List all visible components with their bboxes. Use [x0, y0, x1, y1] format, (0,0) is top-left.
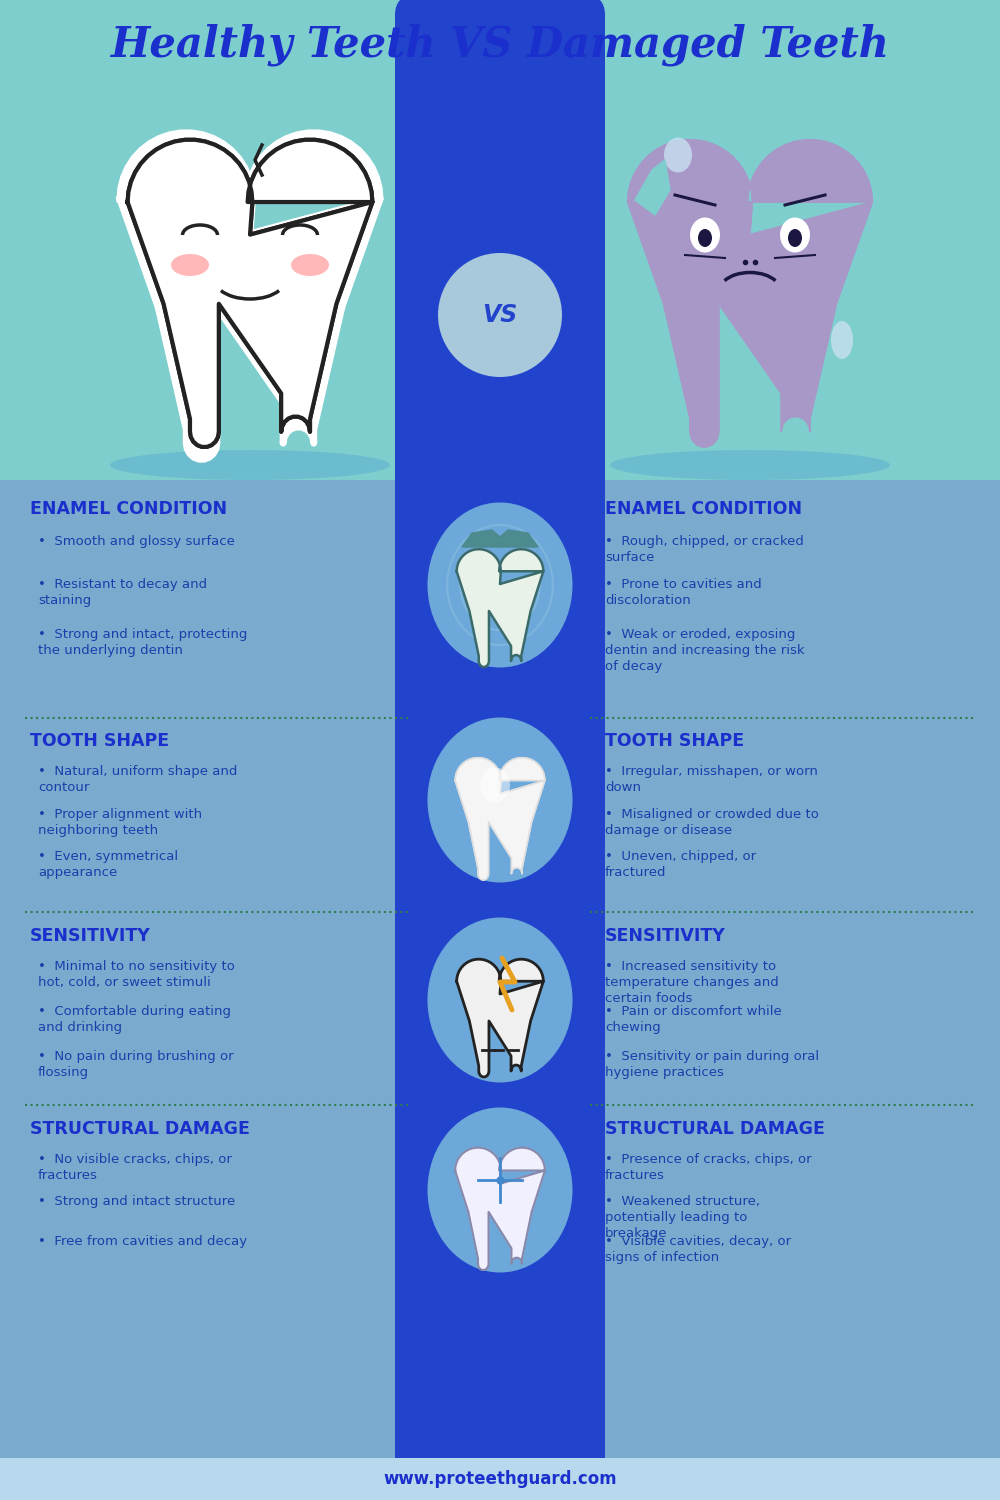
Text: •  Natural, uniform shape and
contour: • Natural, uniform shape and contour — [38, 765, 237, 794]
Text: •  Pain or discomfort while
chewing: • Pain or discomfort while chewing — [605, 1005, 782, 1034]
Ellipse shape — [698, 230, 712, 248]
Polygon shape — [128, 140, 372, 447]
Ellipse shape — [780, 217, 810, 252]
Polygon shape — [462, 530, 538, 548]
Text: Healthy Teeth VS Damaged Teeth: Healthy Teeth VS Damaged Teeth — [110, 24, 890, 66]
Ellipse shape — [428, 918, 572, 1083]
Polygon shape — [128, 140, 372, 447]
Ellipse shape — [664, 138, 692, 172]
Text: •  Weakened structure,
potentially leading to
breakage: • Weakened structure, potentially leadin… — [605, 1196, 760, 1240]
Ellipse shape — [291, 254, 329, 276]
Text: •  Weak or eroded, exposing
dentin and increasing the risk
of decay: • Weak or eroded, exposing dentin and in… — [605, 628, 805, 674]
Ellipse shape — [480, 768, 510, 802]
Ellipse shape — [428, 1107, 572, 1272]
Ellipse shape — [610, 450, 890, 480]
Ellipse shape — [171, 254, 209, 276]
FancyBboxPatch shape — [0, 480, 1000, 1500]
FancyBboxPatch shape — [395, 0, 605, 1485]
Text: •  Proper alignment with
neighboring teeth: • Proper alignment with neighboring teet… — [38, 808, 202, 837]
Text: TOOTH SHAPE: TOOTH SHAPE — [30, 732, 169, 750]
Text: VS: VS — [482, 303, 518, 327]
Text: SENSITIVITY: SENSITIVITY — [30, 927, 151, 945]
Polygon shape — [628, 140, 872, 447]
Text: •  Irregular, misshapen, or worn
down: • Irregular, misshapen, or worn down — [605, 765, 818, 794]
Text: •  Strong and intact structure: • Strong and intact structure — [38, 1196, 235, 1208]
Text: •  Minimal to no sensitivity to
hot, cold, or sweet stimuli: • Minimal to no sensitivity to hot, cold… — [38, 960, 235, 988]
Polygon shape — [455, 758, 545, 880]
Text: •  No pain during brushing or
flossing: • No pain during brushing or flossing — [38, 1050, 234, 1078]
Text: TOOTH SHAPE: TOOTH SHAPE — [605, 732, 744, 750]
Text: •  Misaligned or crowded due to
damage or disease: • Misaligned or crowded due to damage or… — [605, 808, 819, 837]
Text: •  Resistant to decay and
staining: • Resistant to decay and staining — [38, 578, 207, 608]
Text: ENAMEL CONDITION: ENAMEL CONDITION — [30, 500, 227, 517]
Text: •  Strong and intact, protecting
the underlying dentin: • Strong and intact, protecting the unde… — [38, 628, 247, 657]
Polygon shape — [120, 134, 380, 459]
Text: •  Presence of cracks, chips, or
fractures: • Presence of cracks, chips, or fracture… — [605, 1154, 812, 1182]
Text: •  No visible cracks, chips, or
fractures: • No visible cracks, chips, or fractures — [38, 1154, 232, 1182]
Polygon shape — [457, 958, 543, 1077]
Polygon shape — [457, 549, 543, 668]
FancyBboxPatch shape — [0, 0, 1000, 480]
Text: •  Visible cavities, decay, or
signs of infection: • Visible cavities, decay, or signs of i… — [605, 1234, 791, 1264]
Ellipse shape — [428, 503, 572, 668]
Text: ENAMEL CONDITION: ENAMEL CONDITION — [605, 500, 802, 517]
Text: •  Uneven, chipped, or
fractured: • Uneven, chipped, or fractured — [605, 850, 756, 879]
Text: www.proteethguard.com: www.proteethguard.com — [383, 1470, 617, 1488]
FancyBboxPatch shape — [0, 1458, 1000, 1500]
Text: STRUCTURAL DAMAGE: STRUCTURAL DAMAGE — [30, 1120, 250, 1138]
Ellipse shape — [428, 717, 572, 882]
Text: •  Free from cavities and decay: • Free from cavities and decay — [38, 1234, 247, 1248]
Text: •  Sensitivity or pain during oral
hygiene practices: • Sensitivity or pain during oral hygien… — [605, 1050, 819, 1078]
Text: •  Even, symmetrical
appearance: • Even, symmetrical appearance — [38, 850, 178, 879]
Ellipse shape — [690, 217, 720, 252]
Polygon shape — [455, 1148, 545, 1270]
Ellipse shape — [788, 230, 802, 248]
Text: •  Prone to cavities and
discoloration: • Prone to cavities and discoloration — [605, 578, 762, 608]
Circle shape — [438, 254, 562, 376]
Ellipse shape — [831, 321, 853, 358]
Text: •  Smooth and glossy surface: • Smooth and glossy surface — [38, 536, 235, 548]
Text: STRUCTURAL DAMAGE: STRUCTURAL DAMAGE — [605, 1120, 825, 1138]
Text: •  Rough, chipped, or cracked
surface: • Rough, chipped, or cracked surface — [605, 536, 804, 564]
Ellipse shape — [110, 450, 390, 480]
Text: •  Increased sensitivity to
temperature changes and
certain foods: • Increased sensitivity to temperature c… — [605, 960, 779, 1005]
Text: •  Comfortable during eating
and drinking: • Comfortable during eating and drinking — [38, 1005, 231, 1034]
Polygon shape — [635, 160, 670, 214]
Text: SENSITIVITY: SENSITIVITY — [605, 927, 726, 945]
